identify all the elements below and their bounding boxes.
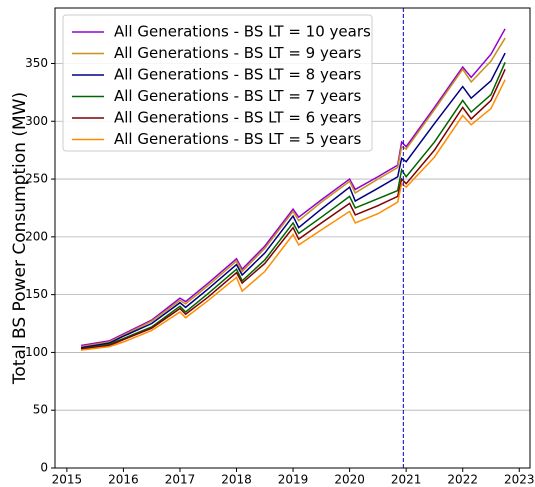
series-line [80, 79, 506, 351]
series-line [80, 68, 506, 350]
x-tick-label: 2019 [278, 473, 309, 487]
legend-label: All Generations - BS LT = 10 years [114, 23, 371, 41]
legend: All Generations - BS LT = 10 years All Ge… [62, 14, 373, 152]
x-tick-label: 2022 [447, 473, 478, 487]
legend-label: All Generations - BS LT = 9 years [114, 44, 361, 62]
x-tick-label: 2023 [504, 473, 535, 487]
y-tick-label: 100 [25, 345, 48, 359]
x-tick-label: 2015 [52, 473, 83, 487]
series-line [80, 52, 506, 349]
legend-label: All Generations - BS LT = 5 years [114, 130, 361, 148]
legend-label: All Generations - BS LT = 7 years [114, 87, 361, 105]
y-tick-label: 350 [25, 56, 48, 70]
y-tick-label: 50 [33, 403, 48, 417]
x-tick-label: 2016 [108, 473, 139, 487]
y-tick-label: 250 [25, 172, 48, 186]
series-line [80, 37, 506, 348]
x-tick-label: 2018 [221, 473, 252, 487]
x-tick-label: 2017 [165, 473, 196, 487]
y-axis-label: Total BS Power Consumption (MW) [10, 92, 30, 385]
x-tick-label: 2021 [391, 473, 422, 487]
legend-label: All Generations - BS LT = 8 years [114, 66, 361, 84]
legend-label: All Generations - BS LT = 6 years [114, 109, 361, 127]
y-tick-label: 0 [40, 461, 48, 475]
series-line [80, 28, 506, 347]
legend-box [62, 14, 373, 152]
y-tick-label: 200 [25, 229, 48, 243]
x-tick-label: 2020 [334, 473, 365, 487]
y-tick-label: 150 [25, 287, 48, 301]
plot-frame [54, 7, 531, 469]
series-line [80, 62, 506, 350]
y-tick-label: 300 [25, 114, 48, 128]
